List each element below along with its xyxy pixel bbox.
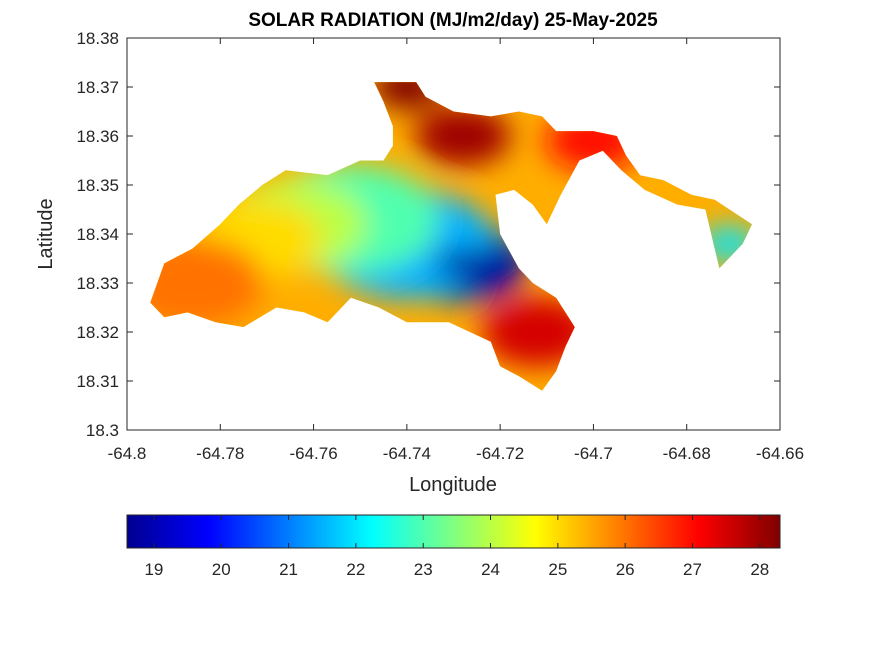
x-tick-label: -64.76 bbox=[289, 444, 337, 463]
field-minimum-core bbox=[434, 249, 511, 278]
colorbar-ticks: 19 20 21 22 23 24 25 26 27 28 bbox=[144, 515, 769, 579]
colorbar-tick-label: 23 bbox=[414, 560, 433, 579]
x-tick-label: -64.7 bbox=[574, 444, 613, 463]
field-value-6 bbox=[414, 106, 511, 166]
x-tick-label: -64.74 bbox=[383, 444, 431, 463]
colorbar-tick-label: 24 bbox=[481, 560, 500, 579]
x-tick-label: -64.68 bbox=[663, 444, 711, 463]
colorbar-tick-label: 27 bbox=[683, 560, 702, 579]
y-tick-label: 18.36 bbox=[76, 127, 119, 146]
field-value-7 bbox=[371, 82, 443, 109]
x-tick-label: -64.8 bbox=[108, 444, 147, 463]
x-axis: -64.8 -64.78 -64.76 -64.74 -64.72 -64.7 -64.68… bbox=[108, 38, 804, 463]
colorbar-tick-label: 22 bbox=[346, 560, 365, 579]
x-tick-label: -64.72 bbox=[476, 444, 524, 463]
colorbar-tick-label: 26 bbox=[616, 560, 635, 579]
chart-title: SOLAR RADIATION (MJ/m2/day) 25-May-2025 bbox=[248, 10, 658, 31]
y-tick-label: 18.37 bbox=[76, 78, 119, 97]
y-tick-label: 18.31 bbox=[76, 372, 119, 391]
y-tick-label: 18.33 bbox=[76, 274, 119, 293]
colorbar-tick-label: 21 bbox=[279, 560, 298, 579]
colorbar-tick-label: 20 bbox=[212, 560, 231, 579]
y-tick-label: 18.34 bbox=[76, 225, 119, 244]
y-tick-label: 18.38 bbox=[76, 29, 119, 48]
colorbar-tick-label: 25 bbox=[548, 560, 567, 579]
x-tick-label: -64.66 bbox=[756, 444, 804, 463]
x-axis-label: Longitude bbox=[409, 474, 497, 496]
colorbar bbox=[126, 514, 781, 549]
x-tick-label: -64.78 bbox=[196, 444, 244, 463]
y-tick-label: 18.3 bbox=[86, 421, 119, 440]
y-tick-label: 18.32 bbox=[76, 323, 119, 342]
field-contours bbox=[150, 82, 753, 367]
y-axis-label: Latitude bbox=[35, 198, 57, 269]
colorbar-tick-label: 28 bbox=[750, 560, 769, 579]
y-axis: 18.3 18.31 18.32 18.33 18.34 18.35 18.36 18.37 1… bbox=[76, 29, 780, 440]
y-tick-label: 18.35 bbox=[76, 176, 119, 195]
colorbar-tick-label: 19 bbox=[144, 560, 163, 579]
